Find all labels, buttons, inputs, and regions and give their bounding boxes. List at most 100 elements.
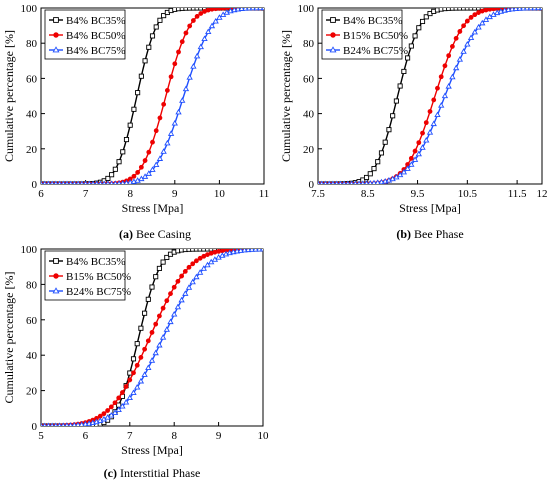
triangle-marker [72,180,77,184]
square-marker [363,174,370,181]
triangle-marker [57,422,62,426]
circle-marker [101,411,107,417]
circle-marker [160,305,166,311]
y-tick-label: 60 [26,315,38,327]
circle-marker [168,291,173,297]
caption-letter: (b) [396,227,411,241]
circle-marker [153,128,159,134]
triangle-marker [113,180,118,184]
circle-marker [108,404,114,410]
triangle-marker [124,179,129,184]
triangle-marker [360,180,365,184]
legend-label: B4% BC35% [66,15,126,27]
circle-marker [112,400,118,406]
plot-frame [40,7,265,185]
triangle-marker [179,97,186,103]
triangle-marker [190,63,197,69]
circle-marker [135,170,141,175]
x-tick-label: 9 [216,430,222,442]
square-marker [53,258,59,264]
triangle-marker [475,23,482,30]
triangle-marker [367,180,373,184]
triangle-marker [338,180,343,184]
legend-label: B4% BC50% [66,30,126,42]
triangle-marker [46,422,51,426]
triangle-marker [175,108,182,115]
x-tick-label: 12 [537,188,548,200]
triangle-marker [76,180,81,184]
y-axis-label: Cumulative percentage [%] [279,30,293,162]
triangle-marker [108,411,115,418]
circle-marker [123,384,129,389]
circle-marker [412,148,418,154]
circle-marker [449,44,455,49]
x-tick-label: 6 [38,188,44,200]
square-marker [149,284,155,290]
triangle-marker [400,168,408,175]
square-marker [153,274,159,280]
circle-marker [187,23,193,29]
triangle-marker [153,161,160,167]
circle-marker [150,139,155,145]
circle-marker [416,140,422,146]
triangle-marker [318,180,320,184]
legend-label: B24% BC75% [66,286,131,298]
triangle-marker [208,258,215,265]
square-marker [120,149,126,155]
square-marker [149,33,156,39]
square-marker [397,83,403,89]
triangle-marker [141,371,148,377]
circle-marker [190,18,196,23]
triangle-marker [193,273,200,280]
triangle-marker [115,406,122,412]
circle-marker [197,255,203,261]
triangle-marker [160,148,167,154]
legend: B4% BC35% B15% BC50% B24% BC75% [44,250,131,301]
circle-marker [179,273,184,279]
triangle-marker [148,357,156,363]
x-tick-label: 10.5 [458,188,478,200]
circle-marker [186,264,192,270]
circle-marker [472,12,478,18]
y-tick-label: 100 [21,3,38,15]
square-marker [138,325,144,331]
triangle-marker [167,318,174,325]
triangle-marker [200,265,207,271]
plot-frame [317,7,543,185]
circle-marker [461,23,466,29]
triangle-marker [171,119,178,126]
x-tick-label: 9 [172,188,178,200]
y-axis-label: Cumulative percentage [%] [2,30,16,162]
square-marker [371,166,377,172]
x-tick-label: 8 [171,430,177,442]
triangle-marker [353,180,358,184]
triangle-marker [411,156,419,162]
triangle-marker [538,8,542,11]
x-tick-label: 7 [83,188,89,200]
square-marker [416,25,422,31]
y-tick-label: 80 [303,38,315,50]
y-tick-label: 100 [298,3,315,15]
triangle-marker [415,150,422,157]
triangle-marker [83,180,88,184]
square-marker [127,122,133,128]
x-tick-label: 10 [214,188,226,200]
triangle-marker [456,56,464,62]
circle-marker [453,35,459,41]
triangle-marker [141,173,149,179]
circle-marker [149,330,155,335]
square-marker [134,341,140,347]
circle-marker [468,15,474,20]
y-tick-label: 100 [21,244,38,256]
triangle-marker [479,19,486,26]
triangle-marker [408,161,415,167]
square-marker [112,166,118,172]
x-tick-label: 7 [127,430,133,442]
y-tick-label: 20 [26,386,38,398]
circle-marker [175,278,181,284]
circle-marker [431,97,437,103]
triangle-marker [174,303,182,310]
triangle-marker [208,22,216,29]
circle-marker [194,14,200,19]
triangle-marker [61,422,66,426]
